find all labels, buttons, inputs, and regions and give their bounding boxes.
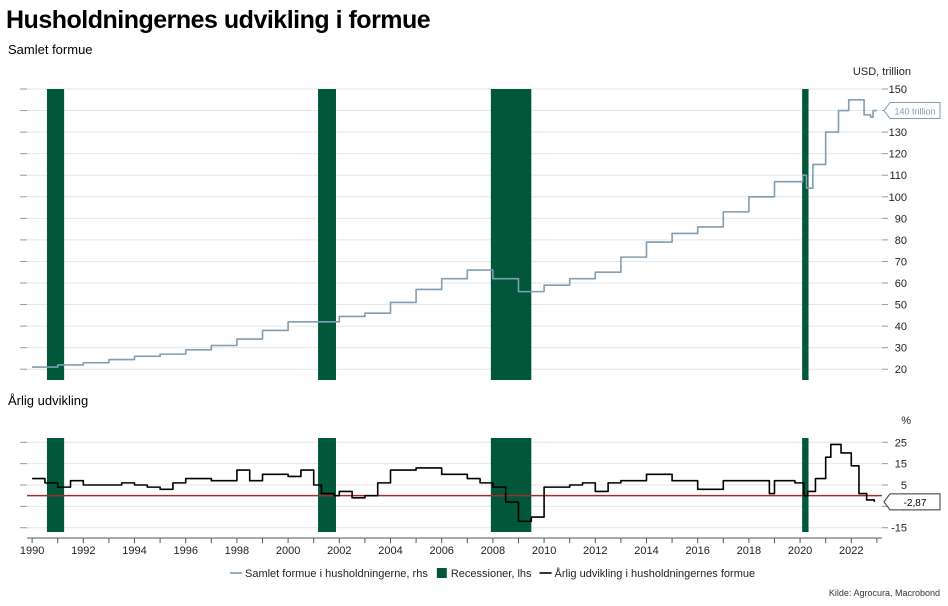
chart-title: Husholdningernes udvikling i formue bbox=[6, 6, 431, 34]
x-tick-label: 2014 bbox=[634, 545, 658, 557]
wealth-series-line bbox=[32, 98, 877, 368]
top-panel-plot: 2030405060708090100110120130140150USD, t… bbox=[20, 66, 941, 380]
growth-end-label-box bbox=[883, 493, 941, 511]
x-tick-label: 1992 bbox=[71, 545, 95, 557]
growth-end-label: -2,87 bbox=[904, 498, 927, 509]
wealth-end-label: 140 trillion bbox=[894, 107, 935, 117]
top-panel-subtitle: Samlet formue bbox=[8, 42, 93, 57]
growth-y-tick-label: 5 bbox=[901, 480, 907, 492]
wealth-y-tick-label: 60 bbox=[895, 278, 907, 290]
wealth-y-tick-label: 80 bbox=[895, 235, 907, 247]
x-tick-label: 1996 bbox=[173, 545, 197, 557]
wealth-recession-band bbox=[802, 89, 809, 380]
wealth-y-unit-label: USD, trillion bbox=[853, 66, 911, 78]
wealth-y-tick-label: 90 bbox=[895, 213, 907, 225]
wealth-recession-band bbox=[318, 89, 336, 380]
legend-swatch-box bbox=[436, 568, 447, 578]
x-tick-label: 2006 bbox=[429, 545, 453, 557]
wealth-y-tick-label: 30 bbox=[895, 343, 907, 355]
x-tick-label: 2018 bbox=[737, 545, 761, 557]
x-tick-label: 2010 bbox=[532, 545, 556, 557]
wealth-y-tick-label: 50 bbox=[895, 300, 907, 312]
wealth-y-tick-label: 100 bbox=[889, 192, 907, 204]
wealth-recession-band bbox=[490, 89, 532, 380]
x-tick-label: 1994 bbox=[122, 545, 146, 557]
wealth-y-tick-label: 20 bbox=[895, 364, 907, 376]
growth-recession-band bbox=[802, 438, 809, 532]
legend-item-label: Recessioner, lhs bbox=[451, 568, 532, 580]
growth-recession-band bbox=[490, 438, 532, 532]
bottom-panel-subtitle: Årlig udvikling bbox=[8, 393, 89, 408]
wealth-y-tick-label: 40 bbox=[895, 321, 907, 333]
legend: Samlet formue i husholdningerne, rhs Rece… bbox=[230, 567, 755, 580]
legend-item-label: Årlig udvikling i husholdningernes formu… bbox=[555, 567, 756, 580]
growth-y-tick-label: 25 bbox=[895, 437, 907, 449]
growth-y-tick-label: 15 bbox=[895, 459, 907, 471]
x-tick-label: 2002 bbox=[327, 545, 351, 557]
x-tick-label: 2000 bbox=[276, 545, 300, 557]
x-axis: 1990 1992 1994 1996 1998 2000 2002 2004 2006 2008… bbox=[20, 537, 882, 557]
x-tick-label: 2008 bbox=[481, 545, 505, 557]
wealth-y-tick-label: 120 bbox=[889, 149, 907, 161]
x-tick-label: 1998 bbox=[225, 545, 249, 557]
x-tick-label: 2004 bbox=[378, 545, 402, 557]
x-tick-label: 2020 bbox=[788, 545, 812, 557]
wealth-y-tick-label: 70 bbox=[895, 256, 907, 268]
wealth-end-label-box bbox=[883, 102, 941, 120]
wealth-recession-band bbox=[46, 89, 65, 380]
wealth-y-tick-label: 130 bbox=[889, 127, 907, 139]
growth-series-line bbox=[32, 443, 876, 523]
growth-recession-band bbox=[46, 438, 65, 532]
growth-recession-band bbox=[318, 438, 336, 532]
legend-item-label: Samlet formue i husholdningerne, rhs bbox=[245, 568, 428, 580]
x-tick-label: 2022 bbox=[839, 545, 863, 557]
x-tick-label: 2012 bbox=[583, 545, 607, 557]
source-note: Kilde: Agrocura, Macrobond bbox=[828, 588, 940, 598]
growth-y-unit-label: % bbox=[901, 415, 911, 427]
wealth-y-tick-label: 110 bbox=[889, 170, 907, 182]
growth-y-tick-label: -15 bbox=[891, 523, 907, 535]
x-tick-label: 2016 bbox=[685, 545, 709, 557]
x-tick-label: 1990 bbox=[20, 545, 44, 557]
wealth-y-tick-label: 150 bbox=[889, 84, 907, 96]
